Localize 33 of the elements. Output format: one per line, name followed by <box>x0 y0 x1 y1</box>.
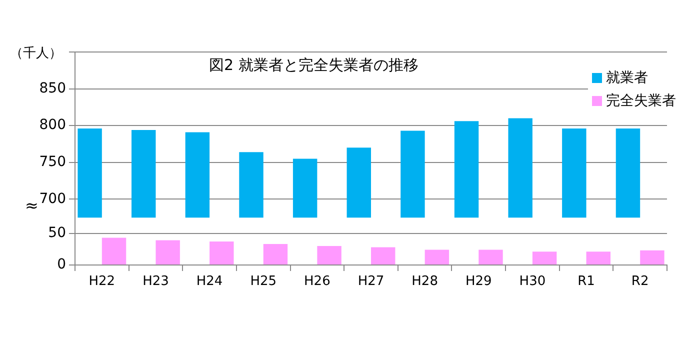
bar <box>102 238 126 265</box>
x-tick-label: H26 <box>304 274 330 290</box>
y-tick-label: 0 <box>57 256 66 273</box>
y-tick-label: 800 <box>39 117 66 134</box>
bar <box>640 250 664 265</box>
bar <box>263 244 288 265</box>
y-tick-label: 50 <box>48 225 66 242</box>
x-tick-label: R1 <box>578 274 595 290</box>
bar <box>424 250 450 265</box>
legend-label: 就業者 <box>605 69 649 87</box>
x-tick-label: H22 <box>88 274 116 290</box>
bar <box>586 252 610 265</box>
bar <box>478 250 503 265</box>
bar <box>371 247 396 265</box>
bar <box>156 240 180 265</box>
x-tick-label: H25 <box>250 274 277 290</box>
bar <box>317 246 342 265</box>
x-tick-label: H24 <box>196 274 223 290</box>
x-tick-label: R2 <box>631 274 649 290</box>
x-tick-label: H23 <box>142 274 169 290</box>
text: ≈ <box>25 196 38 216</box>
x-tick-label: H27 <box>358 274 384 290</box>
bar <box>210 242 234 265</box>
x-tick-label: H30 <box>519 274 546 290</box>
y-tick-label: 750 <box>39 154 66 170</box>
chart-title: 図2 就業者と完全失業者の推移 <box>205 56 422 75</box>
y-tick-label: 700 <box>39 190 66 207</box>
text: （千人） <box>10 45 62 62</box>
legend-label: 完全失業者 <box>605 92 676 110</box>
bar <box>532 252 557 265</box>
x-tick-label: H28 <box>412 274 438 290</box>
y-tick-label: 850 <box>39 80 66 96</box>
x-tick-label: H29 <box>465 274 492 290</box>
